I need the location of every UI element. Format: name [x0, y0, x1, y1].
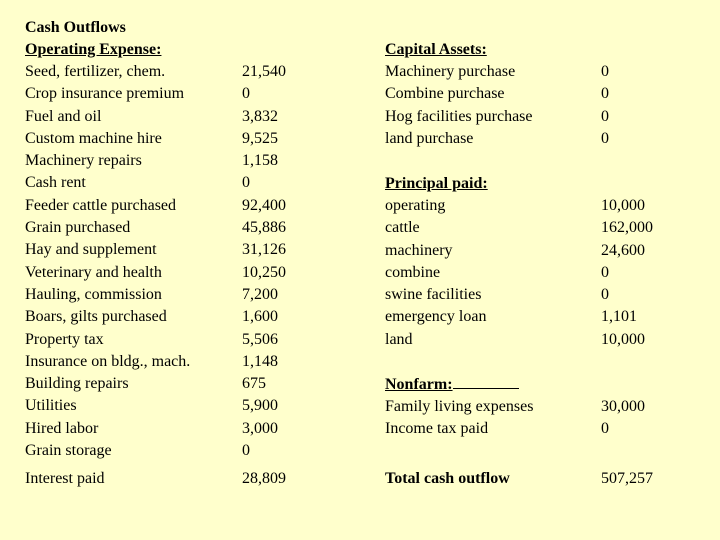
principal-item-label: machinery	[385, 241, 453, 259]
operating-item-value: 9,525	[242, 129, 278, 147]
nonfarm-heading-row: Nonfarm:	[385, 374, 519, 396]
operating-item-label: Feeder cattle purchased	[25, 196, 177, 214]
operating-item-value: 3,000	[242, 419, 278, 437]
interest-paid-label: Interest paid	[25, 470, 105, 487]
principal-paid-values: 10,000 162,000 24,600 0 0 1,101 10,000	[601, 195, 653, 351]
operating-item-label: Hauling, commission	[25, 285, 162, 303]
operating-item-value: 31,126	[242, 241, 286, 259]
capital-item-label: Hog facilities purchase	[385, 107, 533, 125]
operating-item-value: 7,200	[242, 285, 278, 303]
nonfarm-item-label: Income tax paid	[385, 420, 489, 438]
capital-assets-values: 0 0 0 0	[601, 61, 609, 150]
capital-assets-labels: Machinery purchase Combine purchase Hog …	[385, 61, 533, 150]
capital-item-value: 0	[601, 107, 609, 125]
interest-paid-value: 28,809	[242, 470, 286, 487]
total-cash-outflow-label: Total cash outflow	[385, 470, 510, 487]
operating-item-value: 5,900	[242, 397, 278, 415]
operating-item-value: 1,158	[242, 152, 278, 170]
capital-item-label: land purchase	[385, 129, 474, 147]
operating-expense-labels: Seed, fertilizer, chem. Crop insurance p…	[25, 61, 190, 462]
principal-item-value: 0	[601, 286, 609, 304]
operating-item-label: Utilities	[25, 397, 77, 415]
operating-item-label: Hired labor	[25, 419, 99, 437]
operating-item-label: Crop insurance premium	[25, 85, 185, 103]
nonfarm-item-label: Family living expenses	[385, 398, 534, 415]
principal-item-label: combine	[385, 263, 441, 281]
operating-item-value: 21,540	[242, 63, 286, 80]
principal-item-label: swine facilities	[385, 286, 482, 304]
page-title: Cash Outflows	[25, 19, 126, 36]
principal-item-label: land	[385, 330, 413, 348]
principal-paid-labels: operating cattle machinery combine swine…	[385, 195, 486, 351]
operating-expense-heading: Operating Expense:	[25, 41, 162, 58]
capital-item-label: Machinery purchase	[385, 63, 516, 80]
operating-item-label: Grain purchased	[25, 219, 131, 237]
principal-item-value: 1,101	[601, 308, 637, 326]
capital-assets-heading: Capital Assets:	[385, 41, 487, 58]
operating-item-value: 1,148	[242, 352, 278, 370]
nonfarm-item-value: 30,000	[601, 398, 645, 415]
operating-item-value: 5,506	[242, 330, 278, 348]
operating-item-label: Veterinary and health	[25, 263, 162, 281]
capital-item-value: 0	[601, 63, 609, 80]
operating-item-label: Insurance on bldg., mach.	[25, 352, 191, 370]
operating-item-value: 0	[242, 174, 250, 192]
principal-item-label: emergency loan	[385, 308, 487, 326]
operating-item-value: 0	[242, 85, 250, 103]
operating-expense-values: 21,540 0 3,832 9,525 1,158 0 92,400 45,8…	[242, 61, 286, 462]
operating-item-value: 3,832	[242, 107, 278, 125]
total-cash-outflow-value: 507,257	[601, 470, 653, 487]
principal-item-value: 0	[601, 263, 609, 281]
principal-item-label: cattle	[385, 219, 420, 237]
operating-item-value: 1,600	[242, 308, 278, 326]
operating-item-label: Machinery repairs	[25, 152, 142, 170]
operating-item-value: 10,250	[242, 263, 286, 281]
principal-item-value: 24,600	[601, 241, 645, 259]
operating-item-label: Building repairs	[25, 375, 129, 393]
nonfarm-heading: Nonfarm:	[385, 376, 453, 393]
principal-item-value: 10,000	[601, 330, 645, 348]
principal-item-value: 10,000	[601, 197, 645, 214]
operating-item-label: Grain storage	[25, 442, 112, 460]
operating-item-value: 92,400	[242, 196, 286, 214]
principal-paid-heading: Principal paid:	[385, 175, 488, 192]
operating-item-value: 675	[242, 375, 266, 393]
capital-item-value: 0	[601, 129, 609, 147]
operating-item-value: 0	[242, 442, 250, 460]
capital-item-value: 0	[601, 85, 609, 103]
operating-item-label: Seed, fertilizer, chem.	[25, 63, 166, 80]
operating-item-label: Boars, gilts purchased	[25, 308, 167, 326]
nonfarm-item-value: 0	[601, 420, 609, 438]
operating-item-value: 45,886	[242, 219, 286, 237]
nonfarm-labels: Family living expenses Income tax paid	[385, 396, 533, 441]
nonfarm-values: 30,000 0	[601, 396, 645, 441]
operating-item-label: Custom machine hire	[25, 129, 162, 147]
nonfarm-underline-rule	[452, 388, 519, 389]
principal-item-label: operating	[385, 197, 446, 214]
principal-item-value: 162,000	[601, 219, 653, 237]
operating-item-label: Hay and supplement	[25, 241, 157, 259]
operating-item-label: Property tax	[25, 330, 104, 348]
operating-item-label: Fuel and oil	[25, 107, 102, 125]
capital-item-label: Combine purchase	[385, 85, 505, 103]
operating-item-label: Cash rent	[25, 174, 86, 192]
